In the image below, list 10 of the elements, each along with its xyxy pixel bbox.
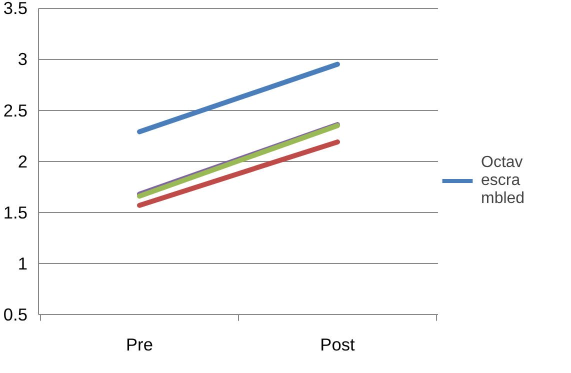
y-tick-label: 3.5 — [3, 0, 28, 18]
y-tick-label: 1.5 — [3, 202, 28, 222]
y-tick-label: 3 — [18, 49, 28, 70]
y-tick-label: 1 — [18, 254, 28, 274]
x-tick-label: Post — [320, 334, 356, 355]
y-tick-label: 2 — [18, 151, 28, 172]
x-tick-label: Pre — [126, 334, 153, 355]
legend-label: Octavescrambled — [481, 154, 525, 208]
y-tick-label: 0.5 — [3, 304, 28, 325]
y-tick-label: 2.5 — [3, 100, 28, 120]
